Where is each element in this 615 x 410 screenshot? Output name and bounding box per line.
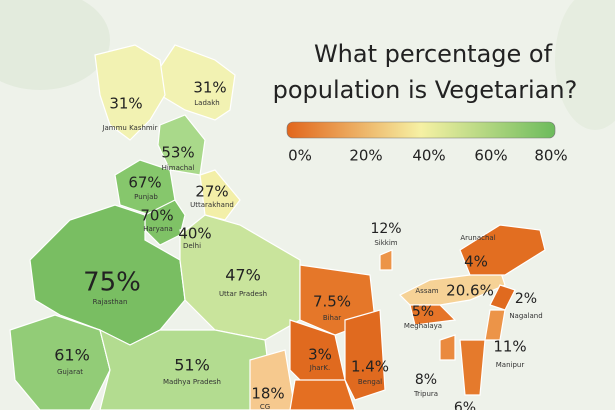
region-name: Madhya Pradesh: [163, 378, 221, 386]
region: [379, 249, 393, 271]
legend-tick: 80%: [534, 147, 567, 165]
region: [459, 339, 486, 396]
region-value: 70%: [140, 207, 173, 225]
region: [9, 314, 111, 410]
region-value: 1.4%: [351, 358, 389, 376]
title: population is Vegetarian?: [273, 76, 578, 104]
legend-tick: 20%: [349, 147, 382, 165]
region-name: Arunachal: [460, 234, 495, 242]
region-name: Rajasthan: [93, 298, 128, 306]
region: [484, 309, 506, 341]
region-labels: 31% Ladakh 31% Jammu Kashmir 53% Himachal67%P…: [54, 79, 542, 410]
region-name: Himachal: [162, 164, 195, 172]
region-value: 20.6%: [446, 282, 494, 300]
region-value: 3%: [308, 346, 332, 364]
region-name: Haryana: [143, 225, 173, 233]
region-name: Meghalaya: [404, 322, 442, 330]
legend-tick: 0%: [288, 147, 312, 165]
region-name: Assam: [415, 287, 438, 295]
region-value: 75%: [83, 268, 141, 298]
legend-gradient: [286, 121, 556, 139]
region-value: 18%: [251, 385, 284, 403]
region: [439, 334, 456, 361]
india-map: [9, 44, 546, 410]
region-value: 47%: [225, 266, 261, 285]
region: [154, 44, 236, 121]
leaf-decoration: [555, 0, 615, 130]
region-name: Delhi: [183, 242, 201, 250]
region-value: 31%: [193, 79, 226, 97]
region-name: Tripura: [413, 390, 438, 398]
region-name: Sikkim: [374, 239, 397, 247]
region-value: 7.5%: [313, 293, 351, 311]
region-name: CG: [260, 403, 270, 410]
region-value: 51%: [174, 356, 210, 375]
region: [199, 169, 241, 221]
region-value: 2%: [515, 291, 537, 307]
region-value: 67%: [128, 174, 161, 192]
region-value: 53%: [161, 144, 194, 162]
region-name: Jammu Kashmir: [101, 124, 157, 132]
region-name: Uttar Pradesh: [219, 290, 267, 298]
legend-tick: 60%: [474, 147, 507, 165]
region-name: Punjab: [134, 193, 158, 201]
region-name: Bihar: [323, 314, 341, 322]
region-name: Ladakh: [194, 99, 219, 107]
region-value: 6%: [454, 400, 476, 410]
region-value: 40%: [178, 225, 211, 243]
region: [344, 309, 386, 401]
region-name: Gujarat: [57, 368, 83, 376]
region-name: Uttarakhand: [190, 201, 234, 209]
region-value: 27%: [195, 183, 228, 201]
leaf-decoration: [0, 0, 110, 90]
region: [249, 349, 296, 410]
region-value: 5%: [412, 304, 434, 320]
region: [94, 44, 166, 141]
region-value: 4%: [464, 253, 488, 271]
region-value: 61%: [54, 346, 90, 365]
region-value: 31%: [109, 95, 142, 113]
region: [179, 214, 301, 341]
region-name: Nagaland: [509, 312, 542, 320]
region-name: Manipur: [496, 361, 525, 369]
region-name: JharK.: [309, 364, 330, 372]
title: What percentage of: [314, 40, 553, 68]
region: [289, 379, 356, 410]
legend-tick: 40%: [412, 147, 445, 165]
region-value: 12%: [370, 221, 401, 237]
region-value: 8%: [415, 372, 437, 388]
region-value: 11%: [493, 338, 526, 356]
region: [459, 224, 546, 276]
region-name: Bengal: [358, 378, 382, 386]
region: [409, 304, 457, 326]
